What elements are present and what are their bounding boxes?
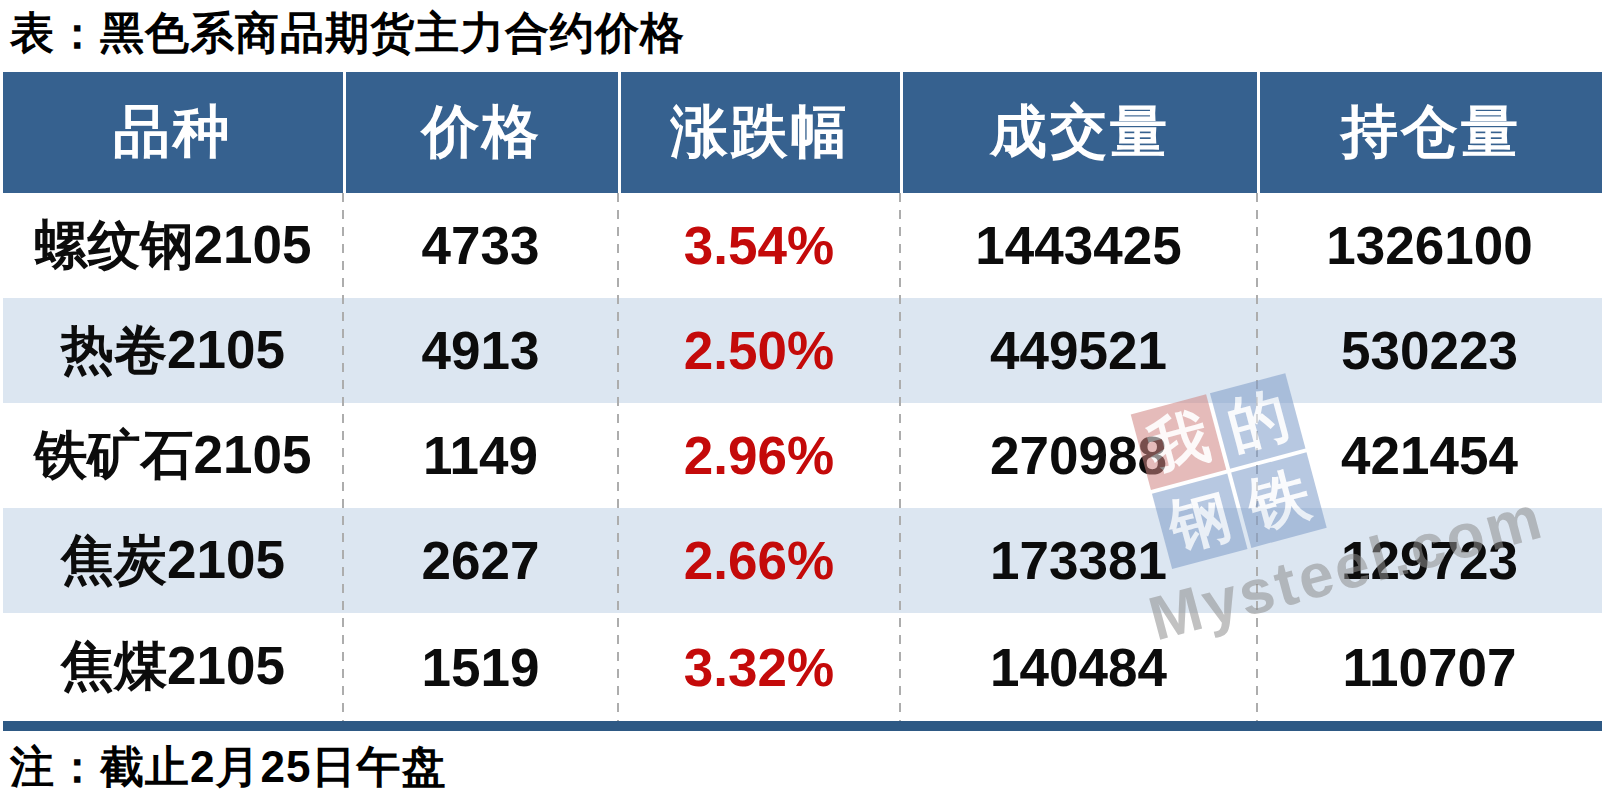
- cell-change: 2.96%: [618, 403, 900, 508]
- cell-change: 3.32%: [618, 613, 900, 721]
- column-divider: [342, 193, 344, 721]
- table-bottom-border: [3, 721, 1602, 731]
- cell-open-interest: 1326100: [1257, 193, 1602, 298]
- column-divider: [899, 193, 901, 721]
- cell-change: 2.50%: [618, 298, 900, 403]
- cell-volume: 270988: [900, 403, 1257, 508]
- column-divider: [617, 193, 619, 721]
- column-divider: [1256, 193, 1258, 721]
- table-row: 螺纹钢2105 4733 3.54% 1443425 1326100: [3, 193, 1602, 298]
- cell-open-interest: 421454: [1257, 403, 1602, 508]
- footnote: 注：截止2月25日午盘: [10, 738, 446, 797]
- column-header-variety: 品种: [3, 72, 343, 193]
- cell-variety: 铁矿石2105: [3, 403, 343, 508]
- column-header-change: 涨跌幅: [618, 72, 900, 193]
- table-row: 焦炭2105 2627 2.66% 173381 129723: [3, 508, 1602, 613]
- cell-volume: 140484: [900, 613, 1257, 721]
- table-row: 焦煤2105 1519 3.32% 140484 110707: [3, 613, 1602, 721]
- cell-variety: 焦炭2105: [3, 508, 343, 613]
- cell-price: 4913: [343, 298, 618, 403]
- table-header-row: 品种 价格 涨跌幅 成交量 持仓量: [3, 72, 1602, 193]
- page-title: 表：黑色系商品期货主力合约价格: [10, 4, 685, 63]
- cell-open-interest: 110707: [1257, 613, 1602, 721]
- cell-variety: 螺纹钢2105: [3, 193, 343, 298]
- cell-change: 2.66%: [618, 508, 900, 613]
- cell-change: 3.54%: [618, 193, 900, 298]
- futures-table: 品种 价格 涨跌幅 成交量 持仓量 螺纹钢2105 4733 3.54% 144…: [3, 72, 1602, 731]
- cell-price: 4733: [343, 193, 618, 298]
- cell-volume: 1443425: [900, 193, 1257, 298]
- cell-price: 2627: [343, 508, 618, 613]
- cell-open-interest: 129723: [1257, 508, 1602, 613]
- column-header-open-interest: 持仓量: [1257, 72, 1602, 193]
- cell-variety: 热卷2105: [3, 298, 343, 403]
- column-header-price: 价格: [343, 72, 618, 193]
- cell-volume: 173381: [900, 508, 1257, 613]
- cell-open-interest: 530223: [1257, 298, 1602, 403]
- cell-volume: 449521: [900, 298, 1257, 403]
- table-row: 铁矿石2105 1149 2.96% 270988 421454: [3, 403, 1602, 508]
- cell-price: 1149: [343, 403, 618, 508]
- cell-variety: 焦煤2105: [3, 613, 343, 721]
- column-header-volume: 成交量: [900, 72, 1257, 193]
- cell-price: 1519: [343, 613, 618, 721]
- table-row: 热卷2105 4913 2.50% 449521 530223: [3, 298, 1602, 403]
